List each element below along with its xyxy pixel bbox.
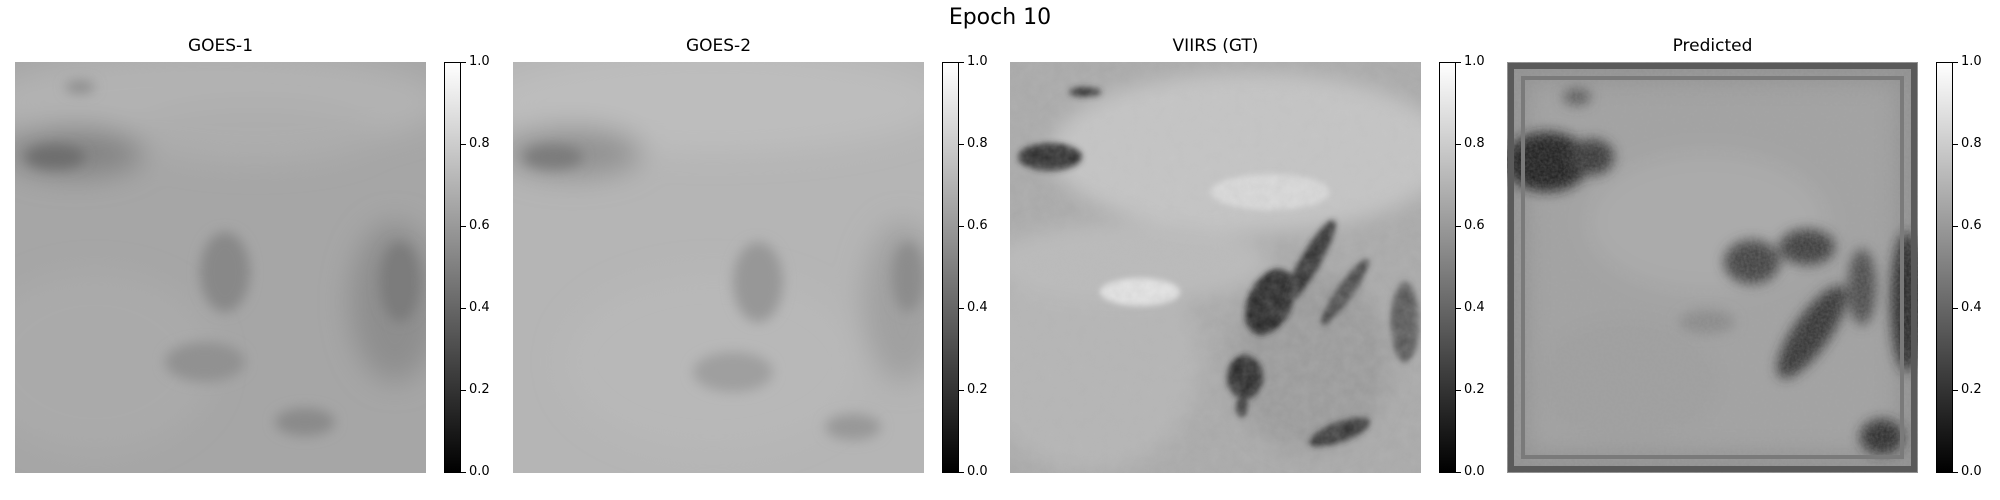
predicted-colorbar [1936, 62, 1953, 473]
predicted-tick-0: 0.0 [1961, 464, 1982, 479]
panel-title-viirs: VIIRS (GT) [1172, 36, 1259, 56]
goes-1-image [15, 62, 426, 473]
goes-1-tick-5: 1.0 [469, 54, 490, 69]
goes-2-image [513, 62, 924, 473]
viirs-tick-5: 1.0 [1464, 54, 1485, 69]
goes-2-tick-1: 0.2 [967, 382, 988, 397]
figure-title: Epoch 10 [948, 5, 1052, 30]
viirs-colorbar [1439, 62, 1456, 473]
viirs-tick-2: 0.4 [1464, 300, 1485, 315]
goes-2-tick-4: 0.8 [967, 136, 988, 151]
predicted-tick-2: 0.4 [1961, 300, 1982, 315]
viirs-tick-3: 0.6 [1464, 218, 1485, 233]
viirs-gt-image [1010, 62, 1421, 473]
predicted-tick-3: 0.6 [1961, 218, 1982, 233]
panel-title-goes-1: GOES-1 [187, 36, 254, 56]
viirs-tick-4: 0.8 [1464, 136, 1485, 151]
predicted-image [1507, 62, 1918, 473]
goes-1-colorbar [444, 62, 461, 473]
predicted-tick-5: 1.0 [1961, 54, 1982, 69]
goes-1-tick-2: 0.4 [469, 300, 490, 315]
goes-2-tick-0: 0.0 [967, 464, 988, 479]
goes-2-tick-5: 1.0 [967, 54, 988, 69]
viirs-tick-1: 0.2 [1464, 382, 1485, 397]
goes-2-colorbar [942, 62, 959, 473]
goes-1-tick-3: 0.6 [469, 218, 490, 233]
predicted-tick-4: 0.8 [1961, 136, 1982, 151]
panel-title-predicted: Predicted [1672, 36, 1753, 56]
viirs-tick-0: 0.0 [1464, 464, 1485, 479]
predicted-tick-1: 0.2 [1961, 382, 1982, 397]
goes-1-tick-4: 0.8 [469, 136, 490, 151]
goes-2-tick-3: 0.6 [967, 218, 988, 233]
panel-title-goes-2: GOES-2 [685, 36, 752, 56]
goes-1-tick-1: 0.2 [469, 382, 490, 397]
goes-1-tick-0: 0.0 [469, 464, 490, 479]
goes-2-tick-2: 0.4 [967, 300, 988, 315]
